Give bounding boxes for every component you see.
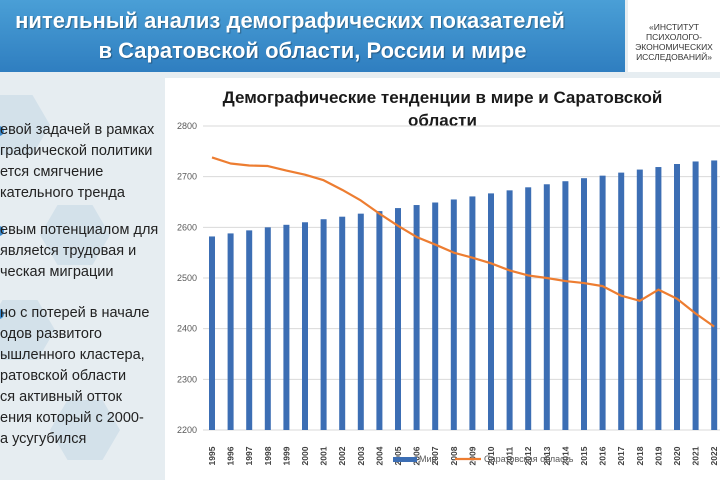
y-tick-label: 2500 [177,273,197,283]
x-tick-label: 2016 [598,446,608,465]
x-tick-label: 1998 [263,446,273,465]
left-text-line: графической политики [0,143,153,159]
chart-title-line-1: Демографические тенденции в мире и Сарат… [222,88,663,107]
bullet-marker [0,226,4,236]
y-tick-label: 2800 [177,121,197,131]
y-tick-label: 2400 [177,324,197,334]
bar [488,193,494,430]
bar [655,167,662,430]
x-tick-label: 2018 [635,446,645,465]
left-text-line: ся активный отток [0,389,122,405]
bar [283,224,290,430]
chart-svg: 2200 2300 2400 2500 2600 2700 2800 1995 1996 1997… [177,121,720,466]
x-tick-label: 2010 [486,446,496,465]
bar [581,178,587,430]
bar [469,196,476,430]
logo-line-4: ИССЛЕДОВАНИЙ» [636,52,712,62]
bar [562,181,569,430]
left-text-line: евым потенциалом для [0,222,159,238]
bar [432,202,439,430]
x-tick-label: 2019 [653,446,663,465]
bar [357,213,364,430]
x-tick-label: 2012 [523,446,533,465]
y-tick-label: 2700 [177,172,197,182]
y-tick-label: 2300 [177,374,197,384]
x-tick-label: 2002 [337,446,347,465]
logo-line-1: «ИНСТИТУТ [649,22,699,32]
bullet-marker [0,309,4,319]
bar [264,227,271,430]
chart-panel: Демографические тенденции в мире и Сарат… [165,78,720,480]
left-text-line: ения который с 2000- [0,410,144,426]
bar [506,190,513,430]
x-tick-label: 2014 [560,446,570,465]
bar [320,219,327,430]
left-text-line: ышленного кластера, [0,347,145,363]
x-tick-label: 2015 [579,446,589,465]
bar [618,172,625,430]
y-tick-label: 2200 [177,425,197,435]
page-title-line-1: нительный анализ демографических показат… [15,8,565,33]
x-tick-label: 2003 [356,446,366,465]
left-text-line: кательного тренда [0,185,125,201]
x-tick-label: 1999 [281,446,291,465]
x-tick-label: 2004 [374,446,384,465]
bar [395,208,401,430]
left-text-line: ется смягчение [0,164,104,180]
x-tick-label: 2011 [505,447,515,466]
x-tick-label: 1997 [244,446,254,465]
institute-logo: «ИНСТИТУТ ПСИХОЛОГО- ЭКОНОМИЧЕСКИХ ИССЛЕ… [628,0,720,72]
x-tick-label: 1996 [226,446,236,465]
x-tick-label: 2021 [691,446,701,465]
x-tick-label: 2020 [672,446,682,465]
left-text-line: одов развитого [0,326,102,342]
bar [339,216,346,430]
x-tick-label: 2006 [412,446,422,465]
left-text-line: но с потерей в начале [0,305,150,321]
legend-label-bar: Мир [419,454,437,464]
bar [450,199,457,430]
bar [543,184,550,430]
logo-line-2: ПСИХОЛОГО- [645,32,703,42]
x-tick-label: 2001 [319,446,329,465]
x-tick-label: 2000 [300,446,310,465]
bar [674,164,680,430]
logo-text: «ИНСТИТУТ ПСИХОЛОГО- ЭКОНОМИЧЕСКИХ ИССЛЕ… [628,22,720,62]
bar [711,160,718,430]
x-tick-label: 2013 [542,446,552,465]
chart-title-line-2: области [408,111,477,130]
y-tick-label: 2600 [177,222,197,232]
header-banner: нительный анализ демографических показат… [0,0,625,72]
bar [246,230,253,430]
x-tick-label: 2022 [709,446,719,465]
legend-label-line: Саратовская область [484,454,574,464]
bar [227,233,234,430]
bar [599,175,606,430]
bar [525,187,532,430]
x-tick-label: 2007 [430,446,440,465]
x-tick-label: 2009 [467,446,477,465]
left-text-line: евой задачей в рамках [0,122,155,138]
x-tick-label: 2017 [616,446,626,465]
bar [209,236,215,430]
bar [302,222,308,430]
legend-swatch-bar [393,457,417,462]
left-text-line: ратовской области [0,368,127,384]
chart-title: Демографические тенденции в мире и Сарат… [165,86,720,132]
logo-line-3: ЭКОНОМИЧЕСКИХ [635,42,713,52]
page-title-line-2: в Саратовской области, России и мире [98,38,527,63]
x-tick-label: 1995 [207,446,217,465]
left-text-line: являеtся трудовая и [0,243,137,259]
bar [692,161,699,430]
bullet-marker [0,126,4,136]
x-tick-label: 2008 [449,446,459,465]
bar [376,211,383,430]
series-line [211,156,715,328]
left-text-line: ческая миграции [0,264,114,280]
x-tick-label: 2005 [393,446,403,465]
bar [413,205,420,430]
left-text-line: а усугубился [0,431,87,447]
